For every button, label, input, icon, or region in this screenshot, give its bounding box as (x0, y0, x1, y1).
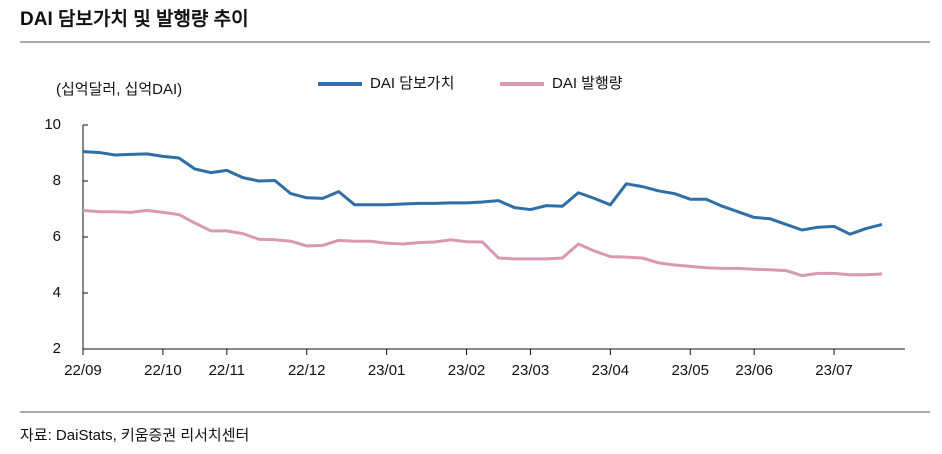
y-tick-label: 8 (53, 172, 61, 189)
x-tick-label: 22/09 (64, 362, 102, 379)
legend-label: DAI 담보가치 (370, 75, 454, 92)
legend-label: DAI 발행량 (552, 75, 623, 92)
y-axis-label: (십억달러, 십억DAI) (56, 81, 182, 98)
y-tick-label: 6 (53, 228, 61, 245)
x-tick-label: 23/03 (512, 362, 550, 379)
data-line (82, 150, 883, 236)
x-tick-label: 23/04 (592, 362, 630, 379)
x-tick-label: 23/05 (671, 362, 709, 379)
x-tick-label: 23/06 (735, 362, 773, 379)
x-tick-label: 23/02 (448, 362, 486, 379)
chart-title: DAI 담보가치 및 발행량 추이 (20, 8, 249, 30)
source: 자료: DaiStats, 키움증권 리서치센터 (20, 427, 249, 444)
x-tick-label: 22/11 (209, 362, 245, 379)
x-tick-label: 22/10 (144, 362, 182, 379)
y-tick-label: 10 (44, 116, 61, 133)
x-tick-label: 22/12 (288, 362, 326, 379)
data-line (82, 208, 883, 278)
x-tick-label: 23/07 (815, 362, 853, 379)
y-tick-label: 4 (53, 284, 61, 301)
y-tick-label: 2 (53, 340, 61, 357)
x-tick-label: 23/01 (368, 362, 406, 379)
